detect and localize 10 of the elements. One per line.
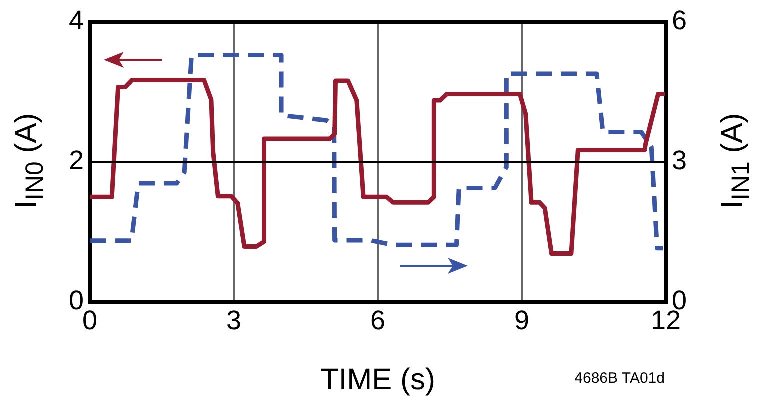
x-axis-title: TIME (s) <box>320 363 436 396</box>
x-tick-label: 6 <box>370 306 386 336</box>
x-tick-label: 3 <box>226 306 242 336</box>
x-tick-label: 9 <box>514 306 530 336</box>
y-tick-label: 0 <box>68 285 84 316</box>
y2-tick-label: 6 <box>672 6 688 36</box>
text: 4686B TA01d <box>574 370 665 387</box>
y2-tick-label: 3 <box>672 146 688 176</box>
y-tick-label: 4 <box>68 6 84 36</box>
y-tick-label: 2 <box>68 146 84 176</box>
